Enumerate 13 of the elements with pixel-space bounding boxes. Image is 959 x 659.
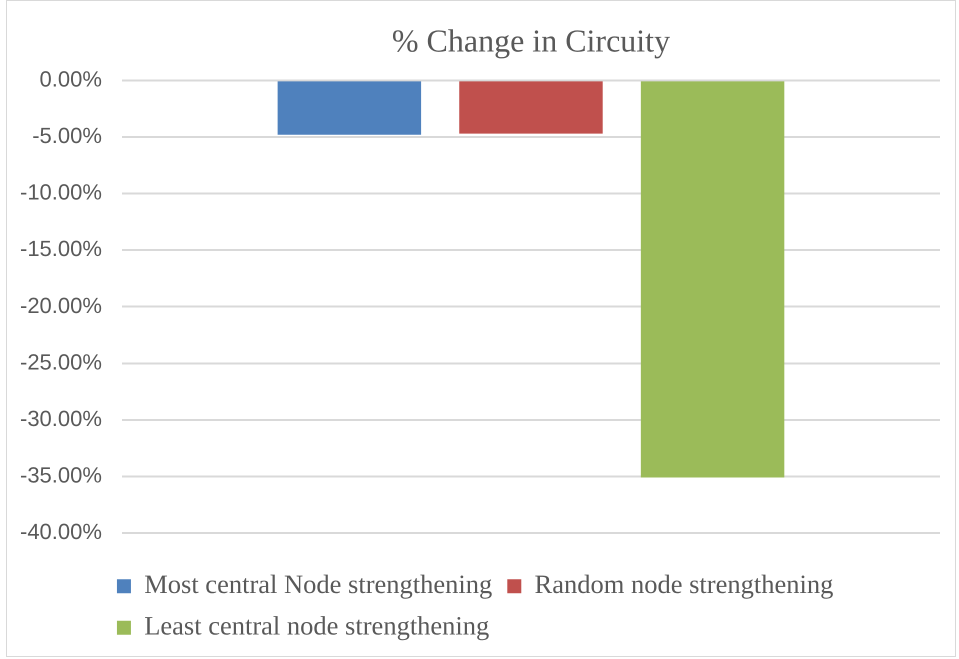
y-tick-label: -5.00%	[32, 123, 102, 148]
legend-label: Least central node strengthening	[144, 610, 490, 641]
y-tick-label: 0.00%	[40, 66, 102, 92]
y-tick-label: -30.00%	[20, 406, 102, 431]
legend-label: Random node strengthening	[534, 569, 834, 600]
chart-title: % Change in Circuity	[392, 22, 670, 59]
y-tick-label: -35.00%	[20, 462, 102, 488]
legend-label: Most central Node strengthening	[144, 569, 492, 600]
y-tick-label: -10.00%	[20, 180, 102, 205]
y-tick-label: -40.00%	[20, 519, 102, 544]
y-tick-label: -20.00%	[20, 292, 102, 318]
y-tick-label: -25.00%	[20, 349, 102, 374]
y-tick-label: -15.00%	[20, 236, 102, 262]
